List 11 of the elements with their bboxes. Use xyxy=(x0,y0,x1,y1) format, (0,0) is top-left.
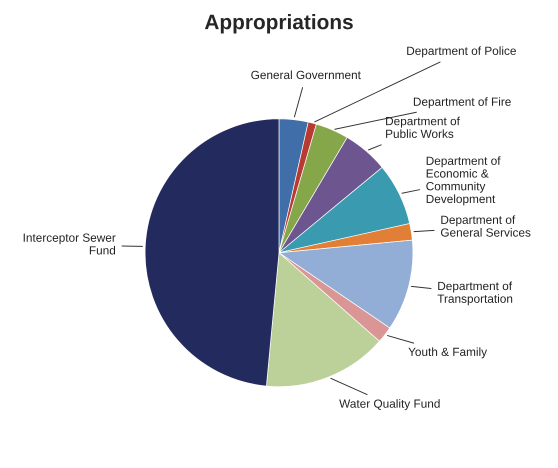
slice-label: Department of Fire xyxy=(414,97,511,108)
slice-label: Youth & Family xyxy=(408,347,488,358)
slice-label: Department of Police xyxy=(407,46,516,58)
slice-label: Department of Economic & Community Development xyxy=(426,156,501,206)
slice-label: Interceptor Sewer Fund xyxy=(24,233,116,255)
slice-label: Department of General Services xyxy=(440,215,530,237)
slice-label: Department of Transportation xyxy=(438,282,512,306)
slice-label: Water Quality Fund xyxy=(339,399,440,410)
slice-label: Department of Public Works xyxy=(386,116,460,138)
slice-label: General Government xyxy=(251,70,361,80)
chart-title: Appropriations xyxy=(204,14,353,34)
